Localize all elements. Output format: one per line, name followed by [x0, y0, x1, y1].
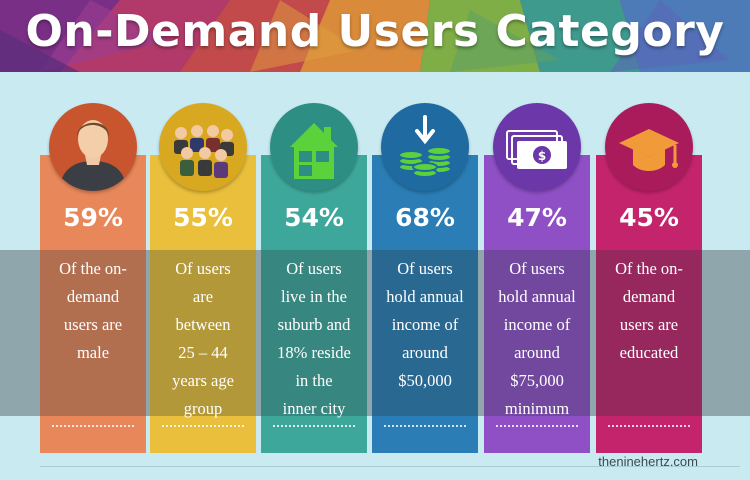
- stat-card-location: 54% Of users live in the suburb and 18% …: [261, 155, 367, 453]
- cash-icon: $: [493, 103, 581, 191]
- stat-description: Of the on- demand users are male: [59, 259, 127, 362]
- stat-percent: 55%: [173, 203, 233, 232]
- stat-card-male: 59% Of the on- demand users are male: [40, 155, 146, 453]
- group-icon: [159, 103, 247, 191]
- footer-divider: [40, 466, 740, 467]
- stat-card-income-75k: 47% Of users hold annual income of aroun…: [484, 155, 590, 453]
- coins-icon: [381, 103, 469, 191]
- header-banner: On-Demand Users Category: [0, 0, 750, 72]
- stat-percent: 59%: [63, 203, 123, 232]
- stat-percent: 54%: [284, 203, 344, 232]
- dotted-divider: [273, 425, 355, 427]
- stat-description: Of users hold annual income of around $7…: [498, 259, 576, 418]
- dotted-divider: [496, 425, 578, 427]
- stat-description: Of users live in the suburb and 18% resi…: [277, 259, 351, 418]
- dotted-divider: [608, 425, 690, 427]
- stat-percent: 47%: [507, 203, 567, 232]
- source-credit: theninehertz.com: [598, 454, 698, 469]
- mosaic-background: [0, 0, 750, 72]
- house-icon: [270, 103, 358, 191]
- stat-card-age: 55% Of users are between 25 – 44 years a…: [150, 155, 256, 453]
- stat-description: Of users are between 25 – 44 years age g…: [172, 259, 234, 418]
- user-icon: [49, 103, 137, 191]
- dotted-divider: [384, 425, 466, 427]
- dotted-divider: [52, 425, 134, 427]
- stat-percent: 68%: [395, 203, 455, 232]
- page-title: On-Demand Users Category: [25, 6, 725, 57]
- stat-description: Of the on- demand users are educated: [615, 259, 683, 362]
- svg-text:$: $: [538, 149, 546, 163]
- stat-card-educated: 45% Of the on- demand users are educated: [596, 155, 702, 453]
- graduation-cap-icon: [605, 103, 693, 191]
- stat-card-income-50k: 68% Of users hold annual income of aroun…: [372, 155, 478, 453]
- stat-description: Of users hold annual income of around $5…: [386, 259, 464, 390]
- stat-percent: 45%: [619, 203, 679, 232]
- dotted-divider: [162, 425, 244, 427]
